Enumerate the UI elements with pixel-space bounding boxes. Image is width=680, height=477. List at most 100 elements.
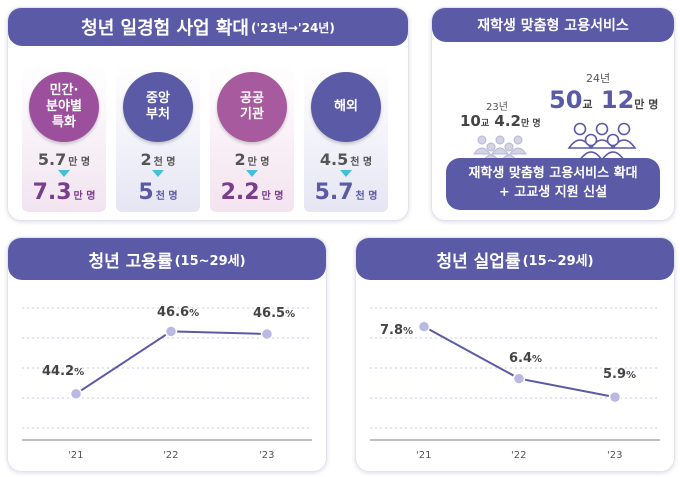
service-before-people: 4.2	[494, 112, 521, 130]
employment-chart-card: 청년 고용률 (15~29세) 44.2% '21 46.6% '22 46.5% '23	[7, 237, 327, 472]
down-arrow-icon	[58, 170, 70, 177]
employment-chart-header: 청년 고용률 (15~29세)	[8, 238, 326, 280]
down-arrow-icon	[152, 170, 164, 177]
data-label-value: 5.9	[603, 367, 627, 383]
data-point	[69, 387, 83, 401]
data-label: 46.6%	[157, 305, 199, 320]
unemployment-chart: 7.8% '21 6.4% '22 5.9% '23	[356, 238, 674, 471]
x-tick-label: '23	[607, 450, 623, 461]
data-label-value: 46.5	[253, 306, 286, 321]
x-tick-label: '22	[163, 450, 179, 461]
x-tick-label: '21	[68, 450, 84, 461]
line-chart-svg	[370, 307, 660, 441]
unemployment-chart-title: 청년 실업률	[436, 251, 521, 272]
program-before-unit: 만 명	[68, 157, 91, 168]
data-point	[260, 327, 274, 341]
program-after: 2.2 만 명	[210, 180, 294, 205]
expansion-header: 청년 일경험 사업 확대 ('23년→'24년)	[8, 8, 408, 46]
data-label-value: 44.2	[42, 363, 75, 379]
employment-chart-title: 청년 고용률	[88, 251, 173, 272]
expansion-subtitle: ('23년→'24년)	[250, 20, 335, 35]
data-label-unit: %	[74, 366, 85, 378]
unemployment-chart-card: 청년 실업률 (15~29세) 7.8% '21 6.4% '22 5.9% '23	[355, 237, 675, 472]
service-banner: 재학생 맞춤형 고용서비스 확대 + 고교생 지원 신설	[446, 158, 660, 210]
data-label: 7.8%	[380, 323, 413, 338]
data-point	[512, 372, 526, 385]
program-item: 해외 4.5 천 명 5.7 천 명	[304, 64, 388, 212]
service-after-unit1: 교	[582, 98, 593, 111]
data-label-unit: %	[626, 370, 637, 382]
series-line	[75, 330, 268, 395]
service-after-schools: 50	[549, 86, 583, 114]
service-header: 재학생 맞춤형 고용서비스	[432, 8, 674, 42]
program-name-badge: 공공 기관	[217, 72, 287, 142]
program-before-value: 5.7	[37, 150, 67, 169]
expansion-title: 청년 일경험 사업 확대	[81, 18, 249, 39]
service-after-value: 50교 12만 명	[549, 86, 658, 114]
down-arrow-icon	[340, 170, 352, 177]
data-label: 6.4%	[509, 351, 542, 366]
program-before-value: 2	[140, 150, 152, 169]
program-after-unit: 만 명	[73, 191, 96, 202]
data-label-value: 46.6	[157, 305, 190, 321]
employment-chart-subtitle: (15~29세)	[174, 253, 246, 269]
service-before-value: 10교 4.2만 명	[460, 112, 541, 130]
program-before-unit: 만 명	[247, 157, 270, 168]
data-label-unit: %	[285, 309, 296, 320]
program-after: 5.7 천 명	[304, 180, 388, 205]
program-item: 민간· 분야별 특화 5.7 만 명 7.3 만 명	[22, 64, 106, 212]
program-before: 4.5 천 명	[304, 150, 388, 169]
program-name-badge: 해외	[311, 72, 381, 142]
data-label: 5.9%	[603, 367, 636, 382]
program-after-unit: 천 명	[155, 191, 178, 202]
service-before-schools: 10	[460, 112, 481, 130]
program-before-unit: 천 명	[153, 157, 176, 168]
data-point	[164, 325, 178, 338]
program-name-badge: 중앙 부처	[123, 72, 193, 142]
service-title: 재학생 맞춤형 고용서비스	[477, 18, 629, 34]
data-label: 44.2%	[42, 364, 84, 379]
x-tick-label: '23	[259, 450, 275, 461]
program-name-badge: 민간· 분야별 특화	[29, 72, 99, 142]
data-label: 46.5%	[253, 306, 295, 321]
service-banner-line2: + 고교생 지원 신설	[498, 185, 608, 200]
program-before: 5.7 만 명	[22, 150, 106, 169]
x-tick-label: '21	[416, 450, 432, 461]
program-before-value: 4.5	[319, 150, 349, 169]
expansion-card: 청년 일경험 사업 확대 ('23년→'24년) 민간· 분야별 특화 5.7 만 …	[7, 7, 409, 221]
data-label-unit: %	[403, 325, 414, 337]
data-label-unit: %	[532, 353, 543, 365]
service-after-people: 12	[600, 86, 635, 114]
data-label-unit: %	[189, 308, 200, 320]
service-before-unit2: 만 명	[520, 119, 541, 129]
down-arrow-icon	[246, 170, 258, 177]
service-year-after: 24년	[586, 72, 611, 85]
data-label-value: 6.4	[509, 350, 533, 366]
service-after-unit2: 만 명	[634, 98, 659, 111]
program-before-value: 2	[234, 150, 246, 169]
people-large-icon	[567, 122, 637, 161]
service-year-before: 23년	[486, 102, 508, 113]
unemployment-chart-subtitle: (15~29세)	[522, 253, 594, 269]
unemployment-chart-header: 청년 실업률 (15~29세)	[356, 238, 674, 280]
program-after-value: 2.2	[220, 180, 260, 205]
data-label-value: 7.8	[380, 322, 404, 338]
program-after-unit: 만 명	[261, 191, 284, 202]
data-point	[417, 320, 431, 333]
program-after: 7.3 만 명	[22, 180, 106, 205]
service-before-unit1: 교	[480, 119, 490, 129]
data-point	[608, 390, 622, 404]
program-after-unit: 천 명	[355, 191, 378, 202]
program-after-value: 7.3	[32, 180, 72, 205]
line-chart-svg	[22, 307, 312, 441]
program-after-value: 5	[138, 180, 154, 205]
program-after-value: 5.7	[314, 180, 354, 205]
service-banner-line1: 재학생 맞춤형 고용서비스 확대	[468, 166, 638, 181]
program-before-unit: 천 명	[350, 157, 373, 168]
service-card: 재학생 맞춤형 고용서비스 23년 10교 4.2만 명 24년 50교 12만…	[431, 7, 675, 221]
employment-chart: 44.2% '21 46.6% '22 46.5% '23	[8, 238, 326, 471]
